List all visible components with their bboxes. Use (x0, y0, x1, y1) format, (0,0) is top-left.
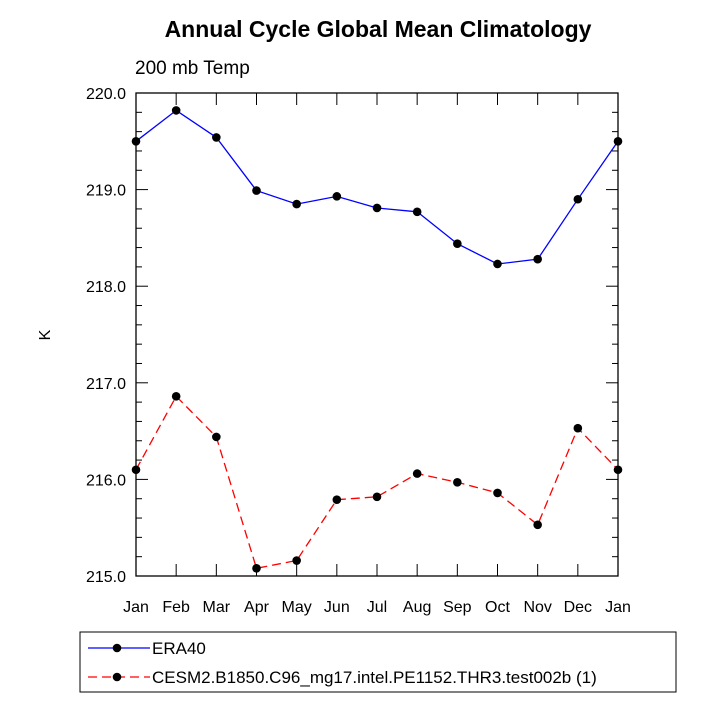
x-tick-label: Feb (162, 599, 190, 616)
x-tick-label: Jul (367, 599, 387, 616)
legend: ERA40 CESM2.B1850.C96_mg17.intel.PE1152.T… (79, 631, 677, 693)
series-2-point (613, 465, 623, 475)
series-2-point (573, 423, 583, 433)
series-1-point (171, 106, 181, 115)
series-1-point (332, 192, 342, 201)
chart-title: Annual Cycle Global Mean Climatology (165, 16, 592, 42)
y-tick-label: 216.0 (86, 472, 126, 489)
x-tick-label: Dec (564, 599, 592, 616)
series-2-point (453, 477, 462, 487)
x-tick-label: Sep (443, 599, 472, 616)
series-1-point (212, 133, 221, 142)
series-1-point (453, 239, 462, 248)
series-2-point (372, 492, 382, 502)
legend-label-2: CESM2.B1850.C96_mg17.intel.PE1152.THR3.t… (152, 668, 597, 687)
legend-marker-1 (112, 643, 122, 653)
series-2-line (135, 395, 619, 570)
series-2-point (252, 563, 261, 573)
x-tick-label: May (282, 599, 312, 616)
series-2-point (493, 488, 502, 498)
series-1-point (252, 186, 261, 195)
y-tick-label: 219.0 (86, 183, 126, 200)
x-tick-label: Nov (523, 599, 551, 616)
series-1-point (292, 199, 301, 209)
x-tick-label: Jun (324, 599, 350, 616)
series-2-point (332, 495, 342, 504)
series-2-point (533, 520, 542, 530)
y-axis-label: K (37, 329, 54, 340)
legend-box (79, 631, 677, 693)
x-tick-label: Mar (203, 599, 231, 616)
series-1-point (372, 203, 382, 213)
series-1-point (533, 254, 542, 264)
series-1-point (131, 137, 141, 146)
series-1 (131, 106, 623, 269)
series-2-point (212, 432, 221, 442)
x-tick-label: Oct (485, 599, 510, 616)
series-2-point (171, 392, 181, 401)
series-2-point (292, 556, 301, 565)
plot-area: 215.0 216.0 217.0 218.0 219.0 220.0 Jan Feb Mar A… (86, 86, 631, 616)
legend-marker-2 (112, 672, 122, 682)
series-1-point (493, 259, 502, 269)
axis-ticks (135, 92, 619, 577)
y-tick-label: 218.0 (86, 279, 126, 296)
series-1-point (573, 194, 583, 204)
y-tick-label: 220.0 (86, 86, 126, 103)
y-tick-label: 215.0 (86, 569, 126, 586)
x-tick-label: Aug (403, 599, 431, 616)
legend-label-1: ERA40 (152, 639, 206, 658)
y-tick-label: 217.0 (86, 376, 126, 393)
series-2-point (412, 469, 422, 478)
x-tick-label: Apr (244, 599, 270, 616)
plot-frame (135, 92, 619, 577)
series-1-point (613, 137, 623, 146)
x-tick-label: Jan (123, 599, 149, 616)
series-1-point (412, 207, 422, 217)
series-1-line (135, 109, 619, 265)
x-tick-label: Jan (605, 599, 631, 616)
chart-subtitle: 200 mb Temp (135, 58, 250, 79)
series-2 (131, 392, 623, 573)
series-2-point (131, 465, 141, 475)
